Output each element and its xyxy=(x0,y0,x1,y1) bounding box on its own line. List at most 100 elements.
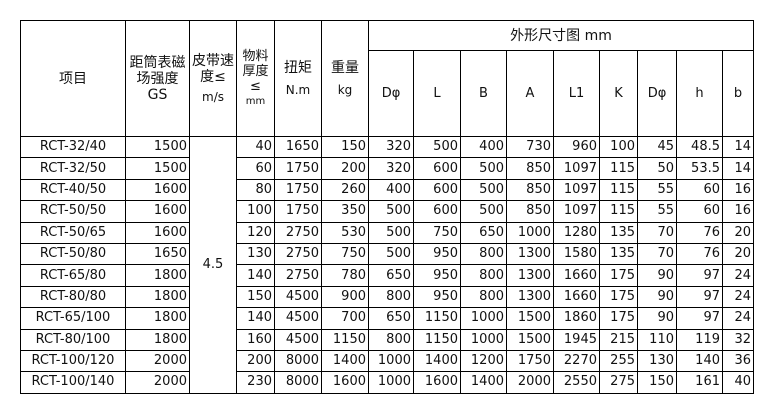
value-cell: 140 xyxy=(236,307,275,330)
value-cell: 76 xyxy=(676,221,723,244)
value-cell: 500 xyxy=(460,200,507,223)
header-thickness: 物料厚度≤ mm xyxy=(236,20,275,137)
value-cell: 1000 xyxy=(368,371,414,394)
header-weight-label: 重量 xyxy=(331,59,359,76)
value-cell: 16 xyxy=(722,178,754,202)
value-cell: 600 xyxy=(413,157,461,180)
value-cell: 2750 xyxy=(274,264,322,287)
value-cell: 60 xyxy=(236,157,275,180)
value-cell: 1280 xyxy=(553,221,600,244)
value-cell: 2270 xyxy=(553,349,600,373)
model-cell: RCT-100/140 xyxy=(20,371,126,394)
model-cell: RCT-40/50 xyxy=(20,178,126,202)
value-cell: 24 xyxy=(722,285,754,309)
value-cell: 4500 xyxy=(274,285,322,309)
speed-value: 4.5 xyxy=(189,136,237,394)
value-cell: 1097 xyxy=(553,178,600,202)
value-cell: 100 xyxy=(236,200,275,223)
header-dim-6: Dφ xyxy=(637,50,677,137)
value-cell: 750 xyxy=(413,221,461,244)
value-cell: 1650 xyxy=(274,135,322,159)
value-cell: 1000 xyxy=(460,328,507,351)
value-cell: 120 xyxy=(236,221,275,244)
value-cell: 2550 xyxy=(553,371,600,394)
value-cell: 14 xyxy=(722,135,754,159)
table-row: RCT-50/50 1600 100 1750 350 500 600 500 850 1097 1… xyxy=(20,200,754,223)
value-cell: 140 xyxy=(236,264,275,287)
value-cell: 4500 xyxy=(274,328,322,351)
value-cell: 260 xyxy=(321,178,369,202)
value-cell: 55 xyxy=(637,200,677,223)
header-dim-2: B xyxy=(460,50,507,137)
value-cell: 8000 xyxy=(274,349,322,373)
model-cell: RCT-32/40 xyxy=(20,135,126,159)
value-cell: 850 xyxy=(506,157,554,180)
value-cell: 70 xyxy=(637,242,677,266)
value-cell: 60 xyxy=(676,200,723,223)
model-cell: RCT-100/120 xyxy=(20,349,126,373)
value-cell: 53.5 xyxy=(676,157,723,180)
table-row: RCT-50/65 1600 120 2750 530 500 750 650 1000 1280… xyxy=(20,221,754,244)
value-cell: 900 xyxy=(321,285,369,309)
value-cell: 1600 xyxy=(413,371,461,394)
value-cell: 20 xyxy=(722,221,754,244)
value-cell: 24 xyxy=(722,264,754,287)
value-cell: 950 xyxy=(413,242,461,266)
value-cell: 1750 xyxy=(506,349,554,373)
table-row: RCT-50/80 1650 130 2750 750 500 950 800 1300 1580… xyxy=(20,242,754,266)
value-cell: 1150 xyxy=(321,328,369,351)
value-cell: 150 xyxy=(321,135,369,159)
value-cell: 650 xyxy=(460,221,507,244)
header-torque-unit: N.m xyxy=(285,82,311,97)
value-cell: 500 xyxy=(368,200,414,223)
value-cell: 1097 xyxy=(553,157,600,180)
value-cell: 950 xyxy=(413,285,461,309)
value-cell: 500 xyxy=(413,135,461,159)
value-cell: 400 xyxy=(460,135,507,159)
value-cell: 160 xyxy=(236,328,275,351)
value-cell: 500 xyxy=(368,221,414,244)
value-cell: 1300 xyxy=(506,242,554,266)
value-cell: 115 xyxy=(599,178,638,202)
value-cell: 320 xyxy=(368,157,414,180)
value-cell: 1800 xyxy=(125,264,190,287)
value-cell: 400 xyxy=(368,178,414,202)
header-speed-label: 皮带速度≤ xyxy=(192,52,234,85)
value-cell: 45 xyxy=(637,135,677,159)
value-cell: 130 xyxy=(637,349,677,373)
value-cell: 119 xyxy=(676,328,723,351)
value-cell: 1750 xyxy=(274,200,322,223)
value-cell: 1400 xyxy=(321,349,369,373)
value-cell: 1660 xyxy=(553,264,600,287)
header-torque-label: 扭矩 xyxy=(284,59,312,76)
value-cell: 1860 xyxy=(553,307,600,330)
value-cell: 1750 xyxy=(274,157,322,180)
value-cell: 350 xyxy=(321,200,369,223)
table-row: RCT-40/50 1600 80 1750 260 400 600 500 850 1097 11… xyxy=(20,178,754,202)
header-speed-unit: m/s xyxy=(202,89,224,104)
value-cell: 200 xyxy=(236,349,275,373)
table-row: RCT-100/140 2000 230 8000 1600 1000 1600 1400 20… xyxy=(20,371,754,394)
header-dim-0: Dφ xyxy=(368,50,414,137)
value-cell: 700 xyxy=(321,307,369,330)
table-row: RCT-100/120 2000 200 8000 1400 1000 1400 1200 17… xyxy=(20,349,754,373)
value-cell: 800 xyxy=(460,264,507,287)
value-cell: 1400 xyxy=(413,349,461,373)
value-cell: 275 xyxy=(599,371,638,394)
header-weight-unit: kg xyxy=(337,82,353,97)
value-cell: 48.5 xyxy=(676,135,723,159)
value-cell: 800 xyxy=(368,328,414,351)
value-cell: 950 xyxy=(413,264,461,287)
value-cell: 115 xyxy=(599,200,638,223)
value-cell: 1650 xyxy=(125,242,190,266)
value-cell: 60 xyxy=(676,178,723,202)
value-cell: 1600 xyxy=(125,178,190,202)
value-cell: 750 xyxy=(321,242,369,266)
value-cell: 960 xyxy=(553,135,600,159)
header-dim-1: L xyxy=(413,50,461,137)
value-cell: 1200 xyxy=(460,349,507,373)
value-cell: 1600 xyxy=(125,221,190,244)
value-cell: 1600 xyxy=(321,371,369,394)
value-cell: 97 xyxy=(676,264,723,287)
value-cell: 800 xyxy=(368,285,414,309)
